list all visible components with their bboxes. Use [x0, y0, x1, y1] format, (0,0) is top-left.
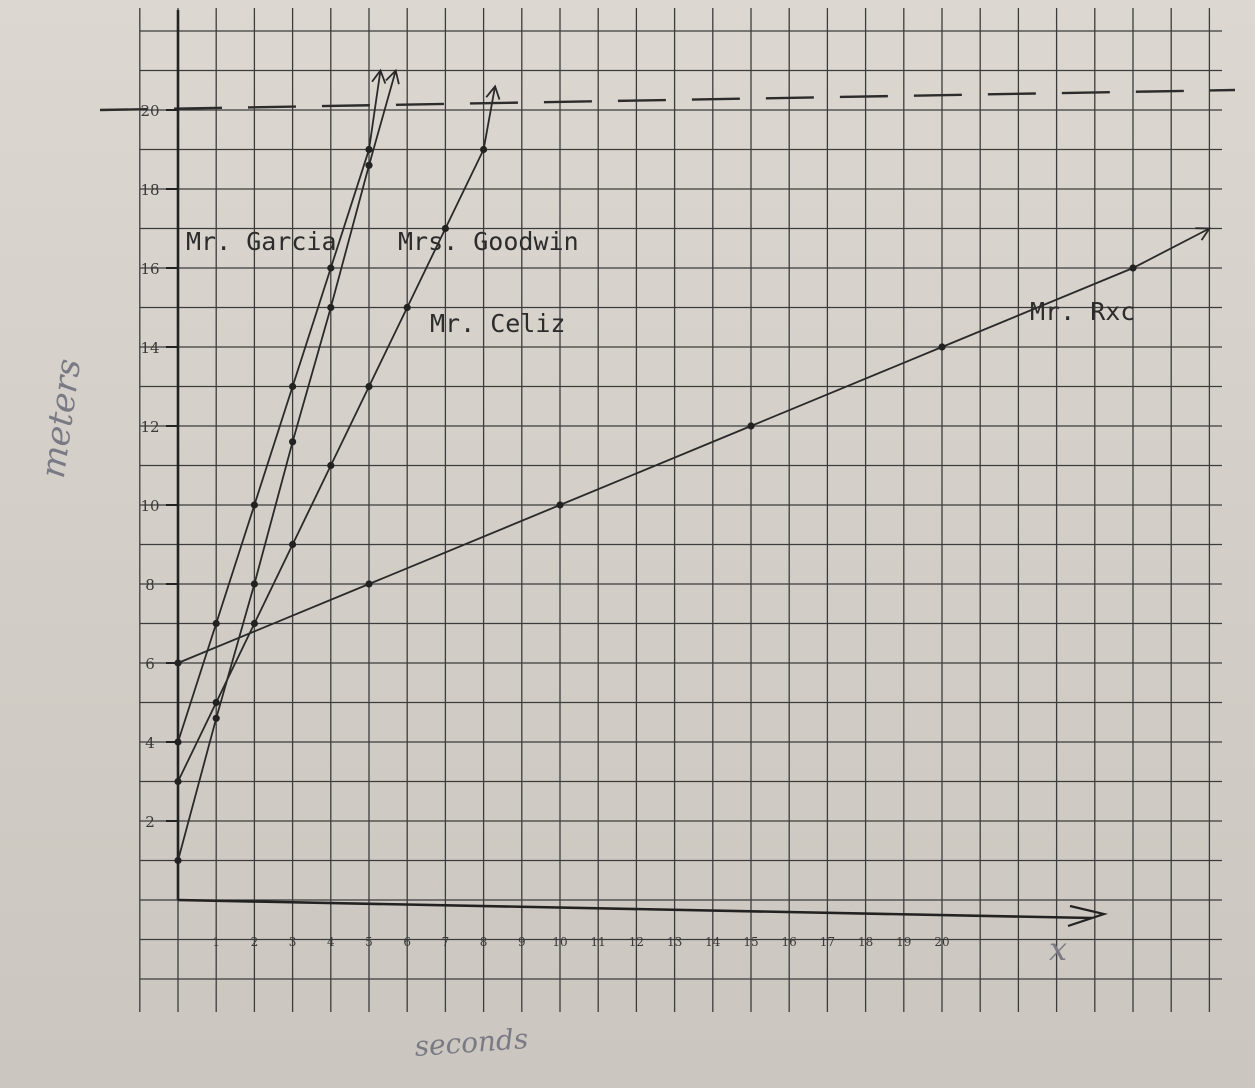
x-tick-labels: 1 2 3 4 5 6 7 8 9 10 11 12 13 14 15 16 17 18 19 20 [212, 935, 949, 949]
dashed-line-20-meters [99, 88, 1236, 112]
y-axis-title: meters [33, 356, 89, 480]
x-tick-label: 6 [403, 935, 411, 949]
x-axis-arrow [1067, 904, 1109, 928]
reference-line [99, 88, 1236, 112]
x-tick-label: 4 [327, 935, 335, 949]
data-point [289, 382, 297, 391]
data-point [1129, 264, 1137, 272]
data-point [212, 619, 220, 628]
x-tick-label: 12 [629, 935, 644, 949]
series-line [177, 227, 1210, 664]
data-point [289, 540, 297, 549]
series-name-label: Mr. Celiz [430, 309, 565, 338]
x-tick-label: 17 [820, 935, 835, 949]
data-point [327, 303, 335, 312]
data-point [174, 777, 182, 786]
axes [176, 10, 1109, 928]
x-tick-label: 10 [552, 935, 567, 949]
x-tick-label: 15 [743, 935, 758, 949]
series-arrowhead [371, 68, 387, 84]
x-tick-label: 11 [591, 935, 606, 949]
y-tick-label: 8 [145, 576, 155, 594]
y-tick-label: 12 [140, 418, 159, 436]
data-point [174, 659, 182, 667]
x-tick-label: 18 [858, 935, 873, 949]
y-tick-label: 18 [140, 181, 159, 199]
data-point [365, 580, 373, 588]
y-tick-label: 16 [140, 260, 159, 278]
series-line [177, 86, 496, 782]
x-tick-label: 16 [782, 935, 797, 949]
y-tick-label: 14 [140, 339, 159, 357]
x-tick-label: 13 [667, 935, 682, 949]
data-point [480, 145, 488, 154]
data-point [365, 382, 373, 391]
y-tick-label: 6 [145, 655, 155, 673]
series-arrowhead [385, 68, 400, 85]
data-point [327, 264, 335, 272]
data-point [403, 303, 411, 312]
series-labels: Mr. Garcia Mrs. Goodwin Mr. Celiz Mr. Rxc [186, 227, 1135, 338]
data-point [212, 698, 220, 707]
data-point [441, 224, 449, 233]
series-line [177, 70, 382, 743]
x-tick-label: 14 [705, 935, 721, 949]
grid [139, 8, 1222, 1012]
x-tick-label: 8 [480, 935, 488, 949]
data-point [250, 580, 258, 588]
x-tick-label: 7 [442, 935, 450, 949]
data-point [327, 461, 335, 470]
data-point [556, 501, 564, 509]
series-group [174, 68, 1212, 865]
data-point [938, 343, 946, 351]
x-tick-label: 3 [289, 935, 297, 949]
x-axis-title: seconds [413, 1022, 529, 1063]
y-tick-label: 2 [145, 813, 155, 831]
x-tick-label: 2 [251, 935, 259, 949]
data-point [174, 738, 182, 746]
data-point [365, 145, 373, 154]
x-axis-line [177, 898, 1093, 920]
x-tick-label: 19 [896, 935, 911, 949]
x-tick-label: 9 [518, 935, 526, 949]
data-point [174, 856, 182, 865]
data-point [250, 501, 258, 509]
y-tick-label: 10 [140, 497, 159, 515]
data-point [365, 161, 373, 169]
series-arrowhead [1195, 227, 1212, 241]
data-point [289, 438, 297, 446]
x-tick-label: 5 [365, 935, 373, 949]
x-axis-letter: x [1049, 930, 1067, 968]
y-tick-label: 20 [140, 102, 159, 120]
y-tick-labels: 2 4 6 8 10 12 14 16 18 20 [140, 102, 178, 831]
data-point [212, 714, 220, 722]
series-arrowhead [485, 84, 501, 100]
x-tick-label: 1 [212, 935, 220, 949]
series-name-label: Mr. Rxc [1030, 297, 1135, 326]
series-name-label: Mrs. Goodwin [398, 227, 579, 256]
y-tick-label: 4 [145, 734, 155, 752]
x-tick-label: 20 [934, 935, 949, 949]
series-name-label: Mr. Garcia [186, 227, 337, 256]
data-point [747, 422, 755, 430]
data-point [250, 619, 258, 628]
